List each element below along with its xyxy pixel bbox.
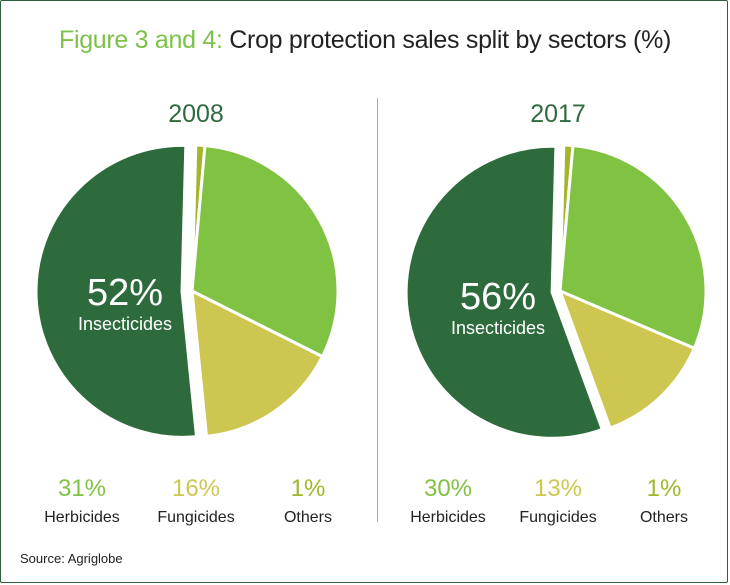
year-label-2017: 2017 bbox=[530, 100, 586, 128]
legend-pct: 16% bbox=[171, 475, 221, 502]
legend-label: Herbicides bbox=[44, 509, 120, 526]
legend-herbicides-2008: 31% Herbicides bbox=[22, 475, 142, 527]
year-label-2008: 2008 bbox=[168, 100, 224, 128]
legend-pct: 1% bbox=[290, 475, 326, 502]
panel-divider bbox=[377, 98, 378, 522]
source-note: Source: Agriglobe bbox=[20, 551, 123, 566]
legend-label: Others bbox=[639, 509, 688, 526]
center-pct-2008: 52% bbox=[86, 272, 164, 314]
legend-pct: 1% bbox=[646, 475, 682, 502]
legend-label: Others bbox=[283, 509, 332, 526]
figure-title-text: Crop protection sales split by sectors (… bbox=[229, 26, 672, 54]
pie-slice-fungicides-2017 bbox=[557, 288, 697, 431]
figure-title: Figure 3 and 4: Crop protection sales sp… bbox=[0, 26, 730, 55]
legend-pct: 30% bbox=[423, 475, 473, 502]
center-pct-2017: 56% bbox=[459, 276, 537, 318]
legend-label: Fungicides bbox=[157, 509, 235, 526]
legend-fungicides-2008: 16% Fungicides bbox=[136, 475, 256, 527]
figure-title-prefix: Figure 3 and 4: bbox=[58, 26, 223, 54]
pie-slice-herbicides-2008 bbox=[190, 143, 340, 359]
legend-others-2017: 1% Others bbox=[604, 475, 724, 527]
pie-slice-insecticides-2008 bbox=[34, 143, 199, 439]
center-label-2017: Insecticides bbox=[450, 318, 546, 338]
pie-slice-herbicides-2017 bbox=[558, 143, 708, 351]
legend-pct: 13% bbox=[533, 475, 583, 502]
legend-herbicides-2017: 30% Herbicides bbox=[388, 475, 508, 527]
center-label-2008: Insecticides bbox=[77, 314, 173, 334]
legend-others-2008: 1% Others bbox=[248, 475, 368, 527]
legend-fungicides-2017: 13% Fungicides bbox=[498, 475, 618, 527]
legend-label: Fungicides bbox=[519, 509, 597, 526]
pie-slice-fungicides-2008 bbox=[190, 288, 325, 438]
legend-label: Herbicides bbox=[410, 509, 486, 526]
pie-slice-insecticides-2017 bbox=[404, 144, 605, 440]
legend-pct: 31% bbox=[57, 475, 107, 502]
